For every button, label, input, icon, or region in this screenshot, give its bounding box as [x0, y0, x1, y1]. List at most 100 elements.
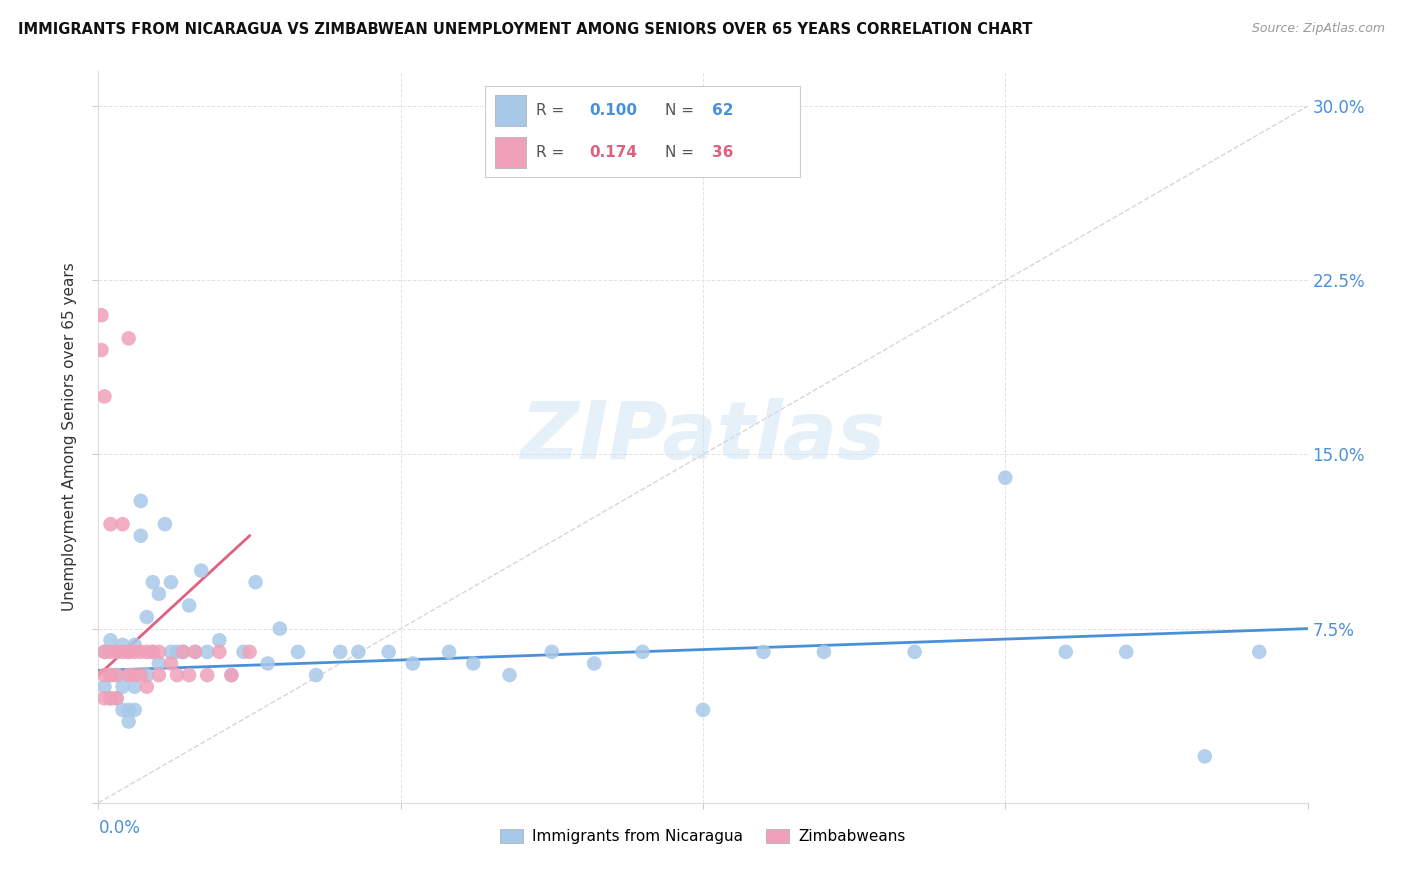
Point — [124, 638, 146, 652]
Point — [100, 668, 122, 682]
Point — [118, 668, 141, 682]
Point — [166, 645, 188, 659]
Point — [287, 645, 309, 659]
Point — [305, 668, 328, 682]
Point — [124, 680, 146, 694]
Text: ZIPatlas: ZIPatlas — [520, 398, 886, 476]
Point — [118, 331, 141, 345]
Point — [118, 668, 141, 682]
Point — [148, 657, 170, 671]
Point — [329, 645, 352, 659]
Point — [148, 645, 170, 659]
Point — [135, 680, 157, 694]
Point — [142, 645, 165, 659]
Point — [90, 308, 112, 322]
Point — [148, 668, 170, 682]
Point — [402, 657, 425, 671]
Point — [111, 517, 134, 532]
Point — [1249, 645, 1271, 659]
Point — [129, 668, 152, 682]
Point — [1194, 749, 1216, 764]
Point — [118, 703, 141, 717]
Point — [135, 668, 157, 682]
Point — [153, 517, 176, 532]
Point — [135, 610, 157, 624]
Point — [179, 599, 201, 613]
Point — [124, 668, 146, 682]
Point — [166, 668, 188, 682]
Point — [994, 471, 1017, 485]
Point — [100, 668, 122, 682]
Point — [160, 657, 183, 671]
Point — [245, 575, 267, 590]
Point — [100, 645, 122, 659]
Point — [1054, 645, 1077, 659]
Point — [172, 645, 194, 659]
Point — [904, 645, 927, 659]
Point — [1115, 645, 1137, 659]
Legend: Immigrants from Nicaragua, Zimbabweans: Immigrants from Nicaragua, Zimbabweans — [494, 822, 912, 850]
Point — [105, 668, 128, 682]
Y-axis label: Unemployment Among Seniors over 65 years: Unemployment Among Seniors over 65 years — [62, 263, 77, 611]
Point — [184, 645, 207, 659]
Point — [111, 680, 134, 694]
Point — [239, 645, 262, 659]
Point — [221, 668, 243, 682]
Point — [118, 645, 141, 659]
Point — [129, 494, 152, 508]
Point — [142, 575, 165, 590]
Point — [111, 638, 134, 652]
Point — [190, 564, 212, 578]
Point — [813, 645, 835, 659]
Point — [752, 645, 775, 659]
Point — [124, 703, 146, 717]
Point — [100, 517, 122, 532]
Point — [631, 645, 654, 659]
Point — [256, 657, 278, 671]
Point — [93, 691, 115, 706]
Point — [208, 633, 231, 648]
Point — [105, 691, 128, 706]
Point — [124, 645, 146, 659]
Point — [160, 645, 183, 659]
Point — [100, 633, 122, 648]
Point — [221, 668, 243, 682]
Point — [118, 714, 141, 729]
Point — [179, 668, 201, 682]
Point — [129, 529, 152, 543]
Point — [105, 668, 128, 682]
Point — [208, 645, 231, 659]
Point — [269, 622, 291, 636]
Point — [118, 645, 141, 659]
Point — [498, 668, 520, 682]
Point — [377, 645, 399, 659]
Point — [195, 668, 218, 682]
Point — [184, 645, 207, 659]
Point — [93, 668, 115, 682]
Text: Source: ZipAtlas.com: Source: ZipAtlas.com — [1251, 22, 1385, 36]
Point — [148, 587, 170, 601]
Point — [111, 645, 134, 659]
Point — [692, 703, 714, 717]
Point — [111, 703, 134, 717]
Point — [463, 657, 485, 671]
Point — [100, 691, 122, 706]
Point — [105, 645, 128, 659]
Point — [583, 657, 606, 671]
Point — [195, 645, 218, 659]
Point — [347, 645, 370, 659]
Point — [100, 691, 122, 706]
Point — [540, 645, 562, 659]
Point — [105, 645, 128, 659]
Point — [93, 680, 115, 694]
Text: IMMIGRANTS FROM NICARAGUA VS ZIMBABWEAN UNEMPLOYMENT AMONG SENIORS OVER 65 YEARS: IMMIGRANTS FROM NICARAGUA VS ZIMBABWEAN … — [18, 22, 1032, 37]
Point — [160, 575, 183, 590]
Point — [172, 645, 194, 659]
Point — [232, 645, 254, 659]
Point — [90, 343, 112, 357]
Point — [105, 691, 128, 706]
Point — [437, 645, 460, 659]
Text: 0.0%: 0.0% — [98, 819, 141, 837]
Point — [93, 645, 115, 659]
Point — [93, 389, 115, 403]
